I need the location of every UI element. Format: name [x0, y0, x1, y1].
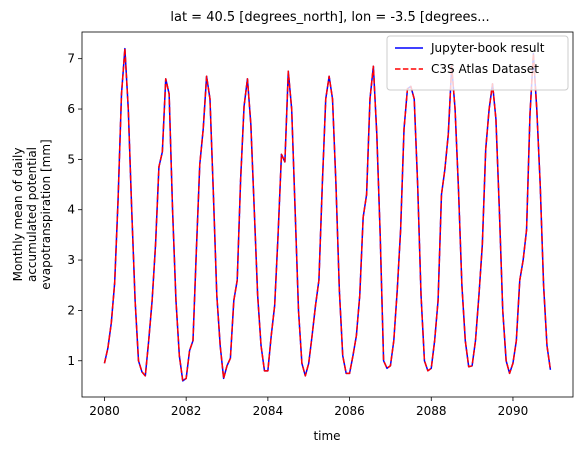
line-series: [103, 47, 552, 382]
y-axis-label: accumulated potential: [25, 147, 39, 282]
x-tick-label: 2090: [498, 404, 529, 418]
y-tick-label: 7: [67, 52, 75, 66]
legend-label: Jupyter-book result: [430, 41, 545, 55]
chart-title: lat = 40.5 [degrees_north], lon = -3.5 […: [170, 10, 489, 25]
y-tick-label: 1: [67, 354, 75, 368]
y-tick-label: 5: [67, 152, 75, 166]
line-series: [103, 47, 552, 382]
x-tick-label: 2082: [171, 404, 202, 418]
legend-label: C3S Atlas Dataset: [431, 62, 539, 76]
y-tick-label: 2: [67, 303, 75, 317]
x-tick-label: 2080: [89, 404, 120, 418]
legend-box: [386, 35, 569, 91]
x-axis-label: time: [313, 429, 340, 443]
y-axis-label: evapotranspiration [mm]: [39, 139, 53, 289]
y-tick-label: 3: [67, 253, 75, 267]
plot-frame: [81, 31, 574, 398]
y-tick-label: 6: [67, 102, 75, 116]
y-axis-label: Monthly mean of daily: [11, 148, 25, 282]
x-tick-label: 2084: [253, 404, 284, 418]
y-tick-label: 4: [67, 203, 75, 217]
x-tick-label: 2088: [416, 404, 447, 418]
x-tick-label: 2086: [334, 404, 365, 418]
